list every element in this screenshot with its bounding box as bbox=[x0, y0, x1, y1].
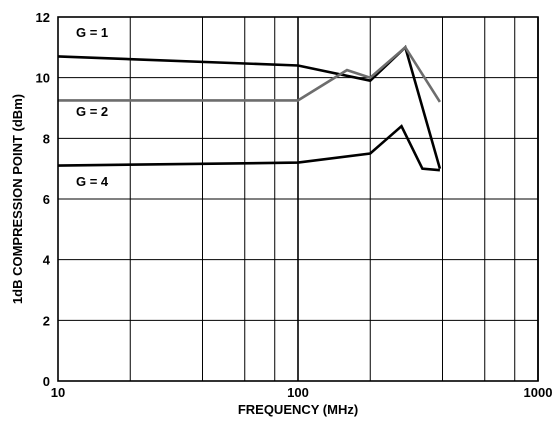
y-tick-label: 6 bbox=[43, 192, 50, 207]
series-label-3: G = 4 bbox=[76, 174, 109, 189]
x-tick-label: 10 bbox=[51, 385, 65, 400]
x-tick-labels: 10 100 1000 bbox=[51, 385, 553, 400]
x-axis-label: FREQUENCY (MHz) bbox=[238, 402, 358, 417]
x-tick-label: 1000 bbox=[524, 385, 553, 400]
series-line-3 bbox=[57, 124, 441, 172]
y-tick-label: 10 bbox=[36, 71, 50, 86]
y-tick-labels: 0 2 4 6 8 10 12 bbox=[36, 10, 51, 389]
series-label-2: G = 2 bbox=[76, 104, 108, 119]
series-labels: G = 1 G = 2 G = 4 bbox=[76, 25, 109, 189]
x-tick-label: 100 bbox=[287, 385, 309, 400]
y-tick-label: 12 bbox=[36, 10, 50, 25]
y-tick-label: 4 bbox=[43, 253, 51, 268]
plot-frame bbox=[57, 16, 539, 382]
grid bbox=[58, 16, 539, 382]
y-tick-label: 2 bbox=[43, 313, 50, 328]
y-tick-label: 0 bbox=[43, 374, 50, 389]
series-label-1: G = 1 bbox=[76, 25, 108, 40]
y-tick-label: 8 bbox=[43, 131, 50, 146]
y-axis-label: 1dB COMPRESSION POINT (dBm) bbox=[10, 94, 25, 304]
series-layer bbox=[57, 44, 442, 172]
series-line-2 bbox=[58, 45, 441, 103]
series-line-1 bbox=[57, 44, 442, 170]
